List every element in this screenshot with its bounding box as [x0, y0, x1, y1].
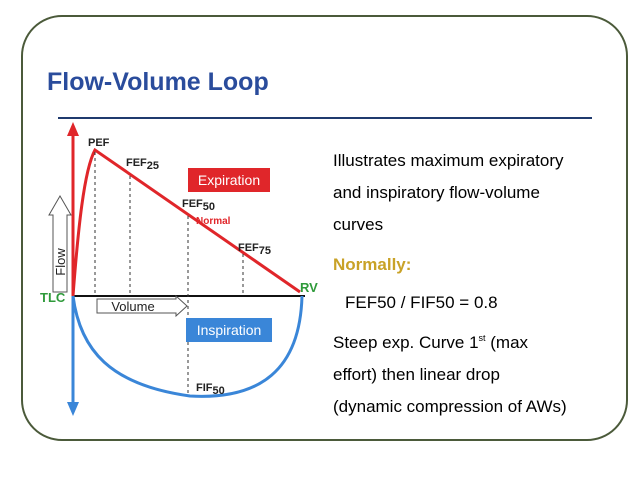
tlc-label: TLC	[40, 290, 66, 305]
arrow	[67, 122, 79, 136]
pef-label: PEF	[88, 137, 110, 149]
text-part: 75	[259, 245, 271, 257]
fif50-label: FIF50	[196, 382, 225, 397]
text-part: 50	[203, 201, 215, 213]
text-part: Steep exp. Curve 1	[333, 333, 479, 352]
slide-title: Flow-Volume Loop	[47, 68, 269, 96]
expiration-curve	[71, 147, 301, 297]
volume-label: Volume	[111, 299, 154, 314]
text-part: 25	[147, 160, 159, 172]
flow-label: Flow	[53, 248, 68, 276]
body-line: Steep exp. Curve 1st (max	[333, 333, 529, 352]
flow-volume-diagram: Expiration Inspiration PEF FEF25 FEF50 N…	[40, 122, 318, 416]
volume-arrow	[96, 294, 188, 318]
body-line: (dynamic compression of AWs)	[333, 397, 567, 416]
fef25-label: FEF25	[126, 157, 159, 172]
expiration-label: Expiration	[198, 172, 260, 188]
flow-arrow	[48, 195, 72, 293]
expiration-box	[188, 168, 270, 192]
inspiration-curve	[71, 295, 304, 398]
normal-label: Normal	[196, 216, 231, 227]
normally-heading: Normally:	[333, 255, 411, 274]
fef75-label: FEF75	[238, 242, 271, 257]
text-part: st	[479, 333, 487, 343]
text-part: FEF	[126, 157, 147, 169]
body-line: effort) then linear drop	[333, 365, 500, 384]
ratio-line: FEF50 / FIF50 = 0.8	[345, 293, 498, 312]
rv-label: RV	[300, 280, 318, 295]
body-line: Illustrates maximum expiratory	[333, 151, 564, 170]
arrow	[67, 402, 79, 416]
text-part: FEF	[238, 242, 259, 254]
text-part: FEF	[182, 198, 203, 210]
fef50-label: FEF50	[182, 198, 215, 213]
text-part: (max	[486, 333, 529, 352]
slide-frame	[21, 15, 628, 441]
body-line: curves	[333, 215, 383, 234]
body-line: and inspiratory flow-volume	[333, 183, 540, 202]
text-part: FIF	[196, 382, 213, 394]
inspiration-label: Inspiration	[197, 322, 262, 338]
dashed-lines	[94, 152, 244, 396]
text-part: 50	[213, 385, 225, 397]
inspiration-box	[186, 318, 272, 342]
